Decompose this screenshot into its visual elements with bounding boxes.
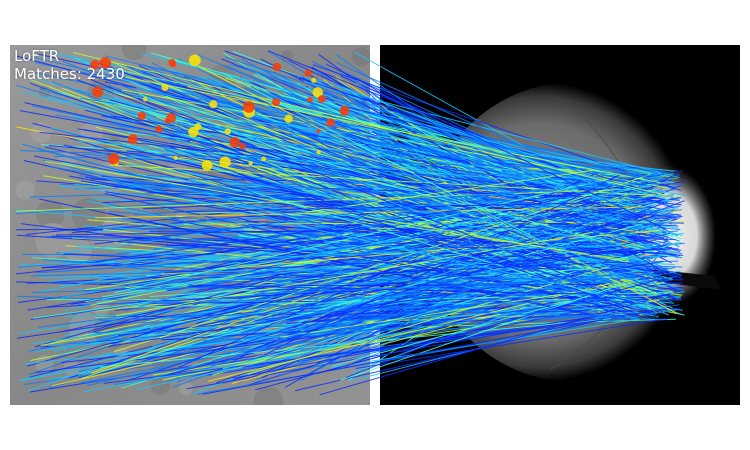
match-lines — [15, 50, 686, 396]
